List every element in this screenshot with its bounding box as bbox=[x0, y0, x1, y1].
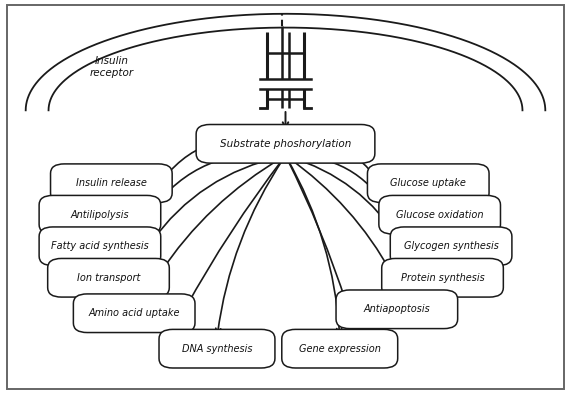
Text: Substrate phoshorylation: Substrate phoshorylation bbox=[220, 139, 351, 149]
Text: Fatty acid synthesis: Fatty acid synthesis bbox=[51, 241, 149, 251]
FancyBboxPatch shape bbox=[159, 329, 275, 368]
FancyBboxPatch shape bbox=[379, 195, 500, 234]
FancyBboxPatch shape bbox=[391, 227, 512, 266]
FancyBboxPatch shape bbox=[39, 195, 161, 234]
FancyBboxPatch shape bbox=[336, 290, 457, 329]
Text: Glucose uptake: Glucose uptake bbox=[391, 178, 466, 188]
FancyBboxPatch shape bbox=[282, 329, 397, 368]
FancyBboxPatch shape bbox=[39, 227, 161, 266]
Text: Gene expression: Gene expression bbox=[299, 344, 381, 354]
Text: Protein synthesis: Protein synthesis bbox=[401, 273, 484, 283]
FancyBboxPatch shape bbox=[73, 294, 195, 333]
FancyBboxPatch shape bbox=[50, 164, 172, 203]
Text: Ion transport: Ion transport bbox=[77, 273, 140, 283]
FancyBboxPatch shape bbox=[47, 258, 169, 297]
Text: Antilipolysis: Antilipolysis bbox=[71, 210, 129, 220]
FancyBboxPatch shape bbox=[7, 5, 564, 389]
Text: Antiapoptosis: Antiapoptosis bbox=[364, 304, 430, 314]
FancyBboxPatch shape bbox=[368, 164, 489, 203]
FancyBboxPatch shape bbox=[196, 125, 375, 163]
Text: Glycogen synthesis: Glycogen synthesis bbox=[404, 241, 498, 251]
Text: Insulin
receptor: Insulin receptor bbox=[89, 56, 134, 78]
Text: Amino acid uptake: Amino acid uptake bbox=[89, 308, 180, 318]
FancyBboxPatch shape bbox=[381, 258, 504, 297]
Text: Glucose oxidation: Glucose oxidation bbox=[396, 210, 484, 220]
Text: Insulin release: Insulin release bbox=[76, 178, 147, 188]
Text: DNA synthesis: DNA synthesis bbox=[182, 344, 252, 354]
